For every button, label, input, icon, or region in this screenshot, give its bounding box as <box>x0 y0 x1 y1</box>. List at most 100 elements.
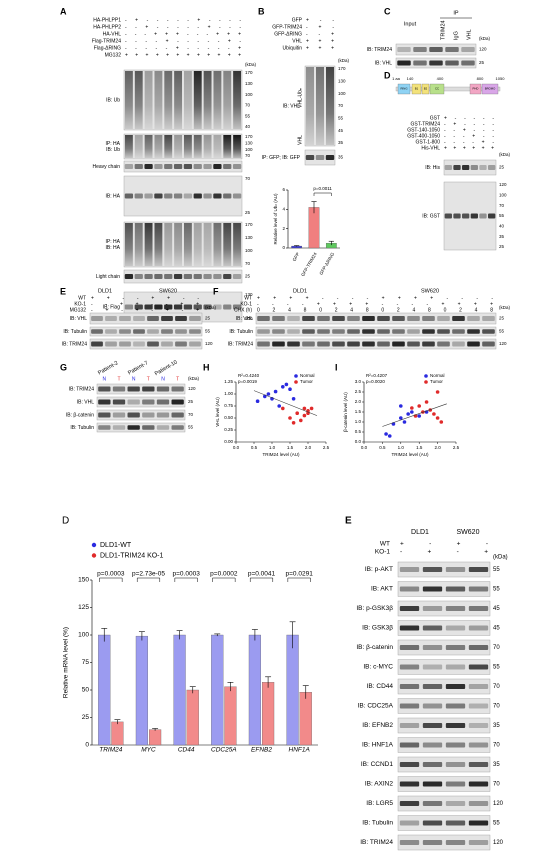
kda-label: (kDa) <box>493 555 508 561</box>
blot-band <box>445 684 466 689</box>
bar <box>111 721 124 746</box>
blot-band <box>105 341 117 347</box>
bar <box>248 634 261 746</box>
blot-band <box>470 165 478 170</box>
domain-label: B1 <box>415 87 419 91</box>
protein-domain <box>411 83 422 95</box>
mw-marker: 55 <box>493 665 500 671</box>
blot-band <box>332 341 345 347</box>
blot-band <box>462 213 470 219</box>
blot-band <box>445 60 459 66</box>
blot-band <box>479 165 487 170</box>
mw-marker: 120 <box>205 341 213 346</box>
blot-band <box>183 164 193 169</box>
blot-band <box>325 155 335 160</box>
blot <box>397 795 491 812</box>
y-axis-label: Relative mRNA level (%) <box>63 627 70 698</box>
blot-band <box>422 742 443 748</box>
fit-line <box>253 390 318 416</box>
blot-band <box>112 399 126 405</box>
y-tick-label: 0 <box>282 245 285 250</box>
column-header: DLD1 <box>411 529 429 536</box>
blot <box>255 312 497 325</box>
blot-band <box>399 781 420 787</box>
blot-lane <box>316 67 324 145</box>
blot-band <box>124 164 134 169</box>
condition-label: GST-1-800 <box>416 139 441 145</box>
condition-signs: - + - <box>306 24 334 30</box>
blot-band <box>302 341 315 347</box>
blot-band <box>164 164 173 169</box>
p-value: p=2.73e-05 <box>132 571 165 578</box>
scatter-point <box>399 416 403 420</box>
blot <box>397 834 491 851</box>
blot-band <box>134 164 143 169</box>
blot-band <box>413 60 427 66</box>
blot <box>123 69 243 131</box>
condition-signs: + + + + + + <box>444 145 494 151</box>
condition-signs: + + - - + + - - <box>91 295 199 301</box>
blot-band <box>183 274 193 279</box>
blot-band <box>468 586 489 592</box>
blot-band <box>399 664 420 670</box>
blot-band <box>362 341 375 347</box>
blot-band <box>147 316 159 321</box>
condition-label: HA-PHLPP1 <box>93 17 121 23</box>
blot-band <box>161 316 173 321</box>
scatter-point <box>399 404 403 408</box>
blot <box>123 175 243 217</box>
kda-label: (kDa) <box>188 376 200 381</box>
blot <box>255 338 497 350</box>
blot-label: IB: CCND1 <box>361 761 394 768</box>
blot-band <box>232 274 242 279</box>
blot-band <box>468 781 489 787</box>
scatter-point <box>384 432 388 436</box>
blot-band <box>422 723 443 728</box>
blot-label: IB: TRIM24 <box>228 341 253 347</box>
blot-band <box>112 425 126 430</box>
y-tick-label: 1.25 <box>224 379 233 384</box>
blot-lane <box>144 135 153 158</box>
blot-band <box>175 341 187 347</box>
condition-signs: + - + - <box>400 541 488 548</box>
blot-band <box>479 213 487 219</box>
mw-marker: 25 <box>205 316 211 321</box>
x-tick-label: 1.5 <box>416 445 423 450</box>
blot-lane <box>306 67 314 145</box>
mw-marker: 120 <box>499 341 507 346</box>
blot-label: IB: TRIM24 <box>62 341 87 347</box>
blot-band <box>444 213 452 219</box>
condition-label: MG132 <box>105 52 122 58</box>
blot-band <box>98 425 111 430</box>
y-axis-label: Relative level of Ubₙ (AU) <box>273 193 278 245</box>
condition-signs: + + + + + + + + + + + + <box>125 52 241 58</box>
legend-marker <box>424 380 428 384</box>
condition-signs: - - - - + + + + - - - - + + + + <box>257 301 493 307</box>
condition-label: Flag-TRIM24 <box>92 38 121 44</box>
panel-letter: A <box>60 6 67 16</box>
blot-band <box>445 567 466 572</box>
blot-band <box>444 165 452 170</box>
blot-band <box>173 304 183 310</box>
protein-domain <box>429 83 445 95</box>
y-tick-label: 0.00 <box>224 439 233 444</box>
bar <box>299 692 312 746</box>
blot-lane <box>223 135 232 158</box>
legend-marker <box>424 374 428 378</box>
blot <box>123 221 243 268</box>
blot-lane <box>203 135 212 158</box>
residue-position: 140 <box>407 76 414 81</box>
condition-signs: + - - <box>306 17 334 23</box>
legend-label: DLD1-TRIM24 KO-1 <box>100 552 164 559</box>
blot-lane <box>223 223 232 266</box>
condition-label: MG132 <box>70 307 87 313</box>
blot-band <box>488 165 496 170</box>
mw-marker: 55 <box>493 587 500 593</box>
blot-band <box>171 386 184 392</box>
blot-band <box>452 316 465 321</box>
blot-band <box>171 412 184 418</box>
scatter-point <box>432 412 436 416</box>
blot <box>96 396 186 408</box>
blot-band <box>445 801 466 806</box>
